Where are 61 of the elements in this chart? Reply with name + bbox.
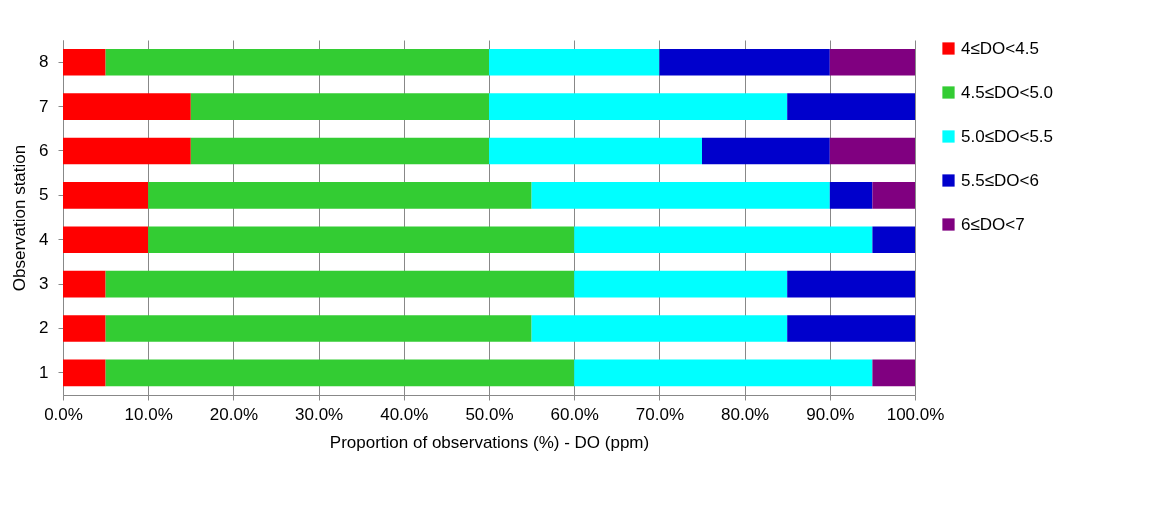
bar [63,315,106,342]
bar [489,93,788,120]
x-tick-label: 60.0% [550,404,599,424]
bar [829,137,915,165]
bar [190,93,489,120]
legend-label: 4.5≤DO<5.0 [961,82,1054,102]
bar [872,226,915,253]
x-tick-label: 30.0% [295,404,344,424]
x-tick-label: 0.0% [44,404,83,424]
bar [105,315,532,342]
bar [787,93,915,120]
bar [105,48,489,76]
bar [574,359,873,387]
bar [829,48,915,76]
bar [63,48,106,76]
x-axis-title: Proportion of observations (%) - DO (ppm) [329,432,650,452]
y-axis-title: Observation station [10,144,30,292]
x-tick-label: 50.0% [465,404,514,424]
bar [531,315,788,342]
y-tick-label: 6 [39,140,49,160]
bar [190,137,489,165]
bar [574,270,788,298]
bar [574,226,873,253]
y-tick-label: 8 [39,52,49,72]
bar [63,93,191,120]
bar [659,48,830,76]
x-tick-label: 70.0% [635,404,684,424]
bar [531,182,830,209]
y-tick-label: 1 [39,362,49,382]
bar [105,359,575,387]
bar [489,137,702,165]
legend-label: 4≤DO<4.5 [961,38,1039,58]
x-tick-label: 100.0% [886,404,945,424]
legend-label: 6≤DO<7 [961,214,1025,234]
y-tick-label: 7 [39,96,49,116]
x-tick-label: 80.0% [721,404,770,424]
bar [63,270,106,298]
bar [148,182,532,209]
bar [63,359,106,387]
legend-label: 5.5≤DO<6 [961,170,1039,190]
bar [63,182,149,209]
x-tick-label: 90.0% [806,404,855,424]
x-tick-label: 10.0% [124,404,173,424]
bar [787,270,915,298]
y-tick-label: 4 [39,229,49,249]
bar [829,182,873,209]
bar [148,226,575,253]
bar [489,48,660,76]
bar [105,270,575,298]
legend-label: 5.0≤DO<5.5 [961,126,1054,146]
bar [63,226,149,253]
bar [872,182,915,209]
bar [787,315,915,342]
y-tick-label: 5 [39,185,49,205]
x-tick-label: 40.0% [380,404,429,424]
x-tick-label: 20.0% [209,404,258,424]
bar [702,137,830,165]
bar [63,137,191,165]
bar [872,359,915,387]
y-tick-label: 2 [39,318,49,338]
y-tick-label: 3 [39,274,49,294]
